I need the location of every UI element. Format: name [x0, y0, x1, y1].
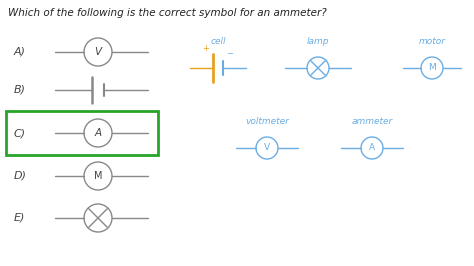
- Text: C): C): [14, 128, 26, 138]
- Text: V: V: [264, 143, 270, 152]
- Text: V: V: [94, 47, 101, 57]
- Text: E): E): [14, 213, 26, 223]
- Text: cell: cell: [210, 37, 226, 46]
- Text: motor: motor: [419, 37, 446, 46]
- Text: Which of the following is the correct symbol for an ammeter?: Which of the following is the correct sy…: [8, 8, 327, 18]
- Text: M: M: [428, 64, 436, 73]
- Text: M: M: [94, 171, 102, 181]
- Text: B): B): [14, 85, 26, 95]
- Text: lamp: lamp: [307, 37, 329, 46]
- Text: A): A): [14, 47, 26, 57]
- Text: voltmeter: voltmeter: [245, 117, 289, 126]
- Text: A: A: [369, 143, 375, 152]
- Text: A: A: [94, 128, 101, 138]
- Text: ammeter: ammeter: [351, 117, 392, 126]
- Text: +: +: [202, 44, 210, 53]
- Text: D): D): [14, 171, 27, 181]
- Text: −: −: [227, 49, 234, 58]
